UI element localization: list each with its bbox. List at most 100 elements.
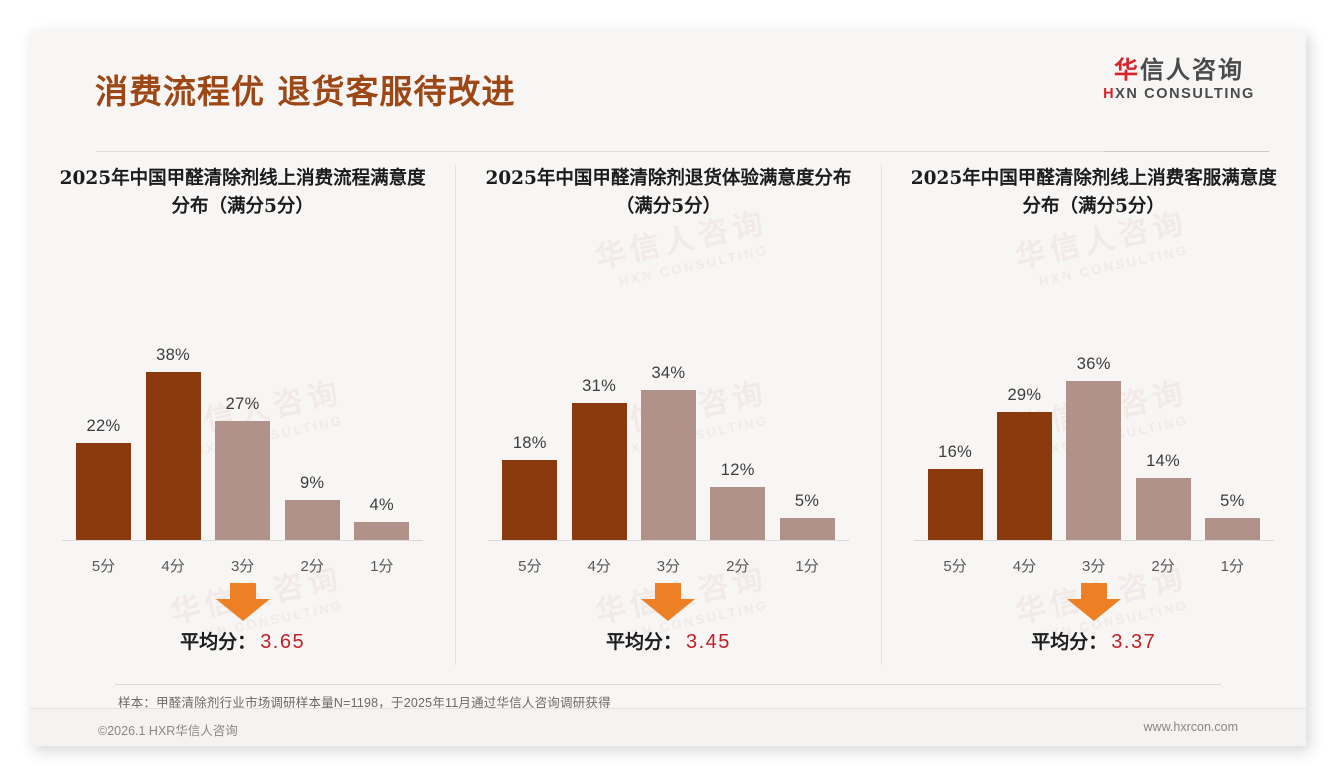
chart-axis-line	[913, 540, 1274, 541]
bar-slot: 36%	[1066, 291, 1122, 540]
arrow-down-icon	[1066, 583, 1121, 621]
average-score: 平均分： 3.65	[30, 627, 455, 654]
arrow-stem	[229, 583, 256, 600]
slide-header: 消费流程优 退货客服待改进 华信人咨询 HXN CONSULTING	[30, 30, 1306, 152]
arrow-stem	[655, 583, 682, 600]
category-label: 5分	[91, 558, 116, 575]
average-score-label: 平均分：	[1031, 631, 1108, 653]
bar-chart-plot: 22% 38% 27% 9% 4% 5分 4分 3分 2分 1分	[62, 291, 424, 575]
bar[interactable]	[145, 372, 201, 540]
bar[interactable]	[1066, 380, 1122, 540]
logo-chinese-first-char: 华	[1114, 55, 1140, 84]
bar[interactable]	[710, 486, 766, 540]
category-label: 2分	[300, 558, 324, 575]
logo-english-rest: XN CONSULTING	[1115, 85, 1255, 102]
source-divider	[115, 684, 1221, 685]
chart-axis-line	[488, 540, 849, 541]
category-label: 5分	[518, 558, 542, 575]
chart-axis-line	[62, 540, 424, 541]
bar-group: 22% 38% 27% 9% 4%	[76, 291, 410, 540]
logo-english-first-char: H	[1103, 85, 1116, 102]
average-score-value: 3.45	[685, 631, 731, 653]
logo-chinese-rest: 信人咨询	[1140, 55, 1244, 84]
slide-canvas: 消费流程优 退货客服待改进 华信人咨询 HXN CONSULTING 华信人咨询…	[30, 30, 1306, 746]
bar[interactable]	[354, 522, 410, 540]
category-label: 1分	[1220, 558, 1245, 575]
charts-row: 2025年中国甲醛清除剂线上消费流程满意度分布（满分5分） 22% 38% 27% 9…	[30, 165, 1306, 665]
arrow-head	[641, 599, 696, 621]
category-label: 2分	[726, 558, 750, 575]
slide-footer: ©2026.1 HXR华信人咨询 www.hxrcon.com	[30, 709, 1306, 746]
bar-slot: 9%	[284, 291, 340, 540]
down-arrow	[456, 583, 880, 621]
category-label: 5分	[943, 558, 967, 575]
bar-slot: 12%	[710, 291, 766, 540]
bar-slot: 34%	[640, 291, 696, 540]
chart-title: 2025年中国甲醛清除剂线上消费流程满意度分布（满分5分）	[59, 168, 426, 217]
category-label: 4分	[587, 558, 611, 575]
bar[interactable]	[1204, 517, 1260, 540]
bar-value-label: 14%	[1146, 452, 1180, 471]
bar-slot: 22%	[76, 291, 131, 540]
chart-panel-1: 2025年中国甲醛清除剂线上消费流程满意度分布（满分5分） 22% 38% 27% 9…	[30, 165, 455, 665]
bar-value-label: 5%	[794, 491, 820, 510]
chart-panel-2: 2025年中国甲醛清除剂退货体验满意度分布（满分5分） 18% 31% 34% 12%…	[455, 165, 880, 665]
bar-slot: 5%	[779, 291, 835, 540]
bar-value-label: 18%	[512, 434, 547, 453]
bar[interactable]	[996, 411, 1052, 540]
bar-value-label: 29%	[1007, 385, 1042, 404]
bar-value-label: 31%	[582, 376, 617, 395]
bar-slot: 5%	[1204, 291, 1260, 540]
bar-slot: 27%	[215, 291, 271, 540]
bar[interactable]	[779, 517, 835, 540]
bar-value-label: 27%	[225, 394, 260, 413]
bar[interactable]	[76, 442, 131, 540]
category-label: 3分	[1082, 558, 1106, 575]
category-axis: 5分 4分 3分 2分 1分	[928, 555, 1260, 576]
chart-title: 2025年中国甲醛清除剂线上消费客服满意度分布（满分5分）	[910, 168, 1277, 217]
category-axis: 5分 4分 3分 2分 1分	[76, 555, 409, 576]
bar-value-label: 12%	[720, 460, 755, 479]
bar-value-label: 4%	[369, 496, 394, 515]
bar[interactable]	[284, 500, 340, 540]
average-score-value: 3.37	[1111, 631, 1157, 653]
bar[interactable]	[1135, 478, 1191, 540]
bar[interactable]	[927, 469, 983, 540]
category-label: 3分	[230, 558, 255, 575]
arrow-head	[215, 599, 270, 621]
category-label: 4分	[1012, 558, 1037, 575]
arrow-down-icon	[641, 583, 696, 621]
footer-divider	[30, 708, 1306, 709]
brand-logo: 华信人咨询 HXN CONSULTING	[1089, 56, 1269, 102]
category-label: 3分	[656, 558, 681, 575]
bar-chart-plot: 16% 29% 36% 14% 5% 5分 4分 3分 2分 1分	[913, 291, 1274, 575]
arrow-head	[1066, 599, 1121, 621]
bar[interactable]	[215, 420, 271, 540]
footer-copyright: ©2026.1 HXR华信人咨询	[98, 724, 238, 738]
bar-value-label: 16%	[938, 443, 973, 462]
bar[interactable]	[502, 460, 558, 540]
logo-chinese-name: 华信人咨询	[1089, 56, 1269, 84]
average-score: 平均分： 3.37	[882, 627, 1306, 654]
arrow-stem	[1080, 583, 1107, 600]
down-arrow	[882, 583, 1306, 621]
chart-title: 2025年中国甲醛清除剂退货体验满意度分布（满分5分）	[485, 168, 852, 217]
bar-slot: 16%	[927, 291, 983, 540]
footer-website[interactable]: www.hxrcon.com	[1143, 720, 1238, 734]
bar-value-label: 5%	[1220, 491, 1245, 510]
header-divider	[96, 151, 1240, 152]
bar-value-label: 9%	[299, 474, 325, 493]
logo-english-name: HXN CONSULTING	[1089, 86, 1269, 102]
category-axis: 5分 4分 3分 2分 1分	[502, 555, 834, 576]
bar[interactable]	[640, 389, 696, 540]
down-arrow	[30, 583, 455, 621]
chart-panel-3: 2025年中国甲醛清除剂线上消费客服满意度分布（满分5分） 16% 29% 36% 1…	[880, 165, 1306, 665]
bar[interactable]	[571, 402, 627, 540]
average-score-label: 平均分：	[180, 631, 257, 653]
bar-slot: 4%	[354, 291, 410, 540]
bar-value-label: 38%	[156, 346, 191, 365]
category-label: 2分	[1151, 558, 1175, 575]
bar-slot: 14%	[1135, 291, 1191, 540]
bar-value-label: 36%	[1076, 354, 1111, 373]
average-score-value: 3.65	[260, 631, 306, 653]
